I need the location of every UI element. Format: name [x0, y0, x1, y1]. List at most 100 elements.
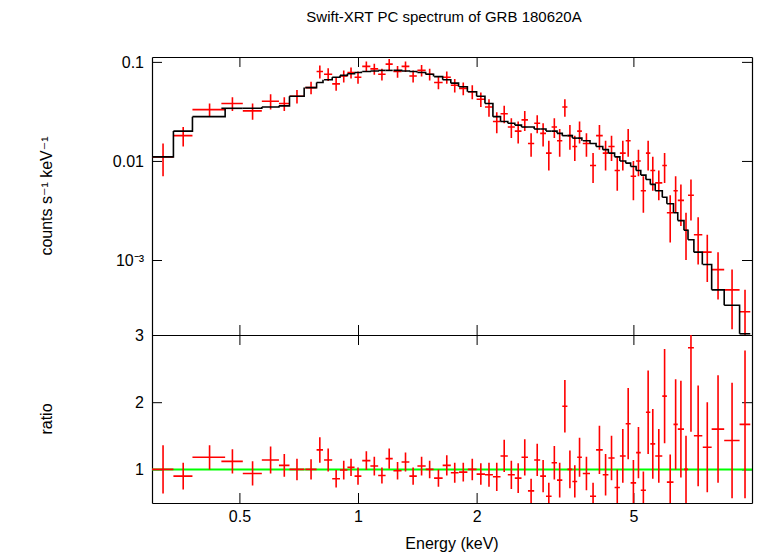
data-point	[173, 463, 192, 490]
data-point	[631, 161, 636, 200]
y-axis-tick: 3	[135, 327, 162, 344]
model-step	[340, 74, 347, 76]
y-axis-title: ratio	[38, 403, 55, 434]
x-axis-tick-mark	[477, 493, 478, 503]
data-point	[347, 459, 354, 476]
x-axis-tick-mark	[239, 493, 240, 503]
data-point	[434, 77, 443, 90]
data-point	[572, 465, 577, 497]
data-point	[694, 217, 702, 264]
model-step	[443, 80, 451, 83]
data-point	[468, 459, 477, 481]
data-point	[243, 104, 262, 120]
model-step	[620, 161, 626, 163]
data-point	[477, 93, 485, 107]
data-point	[546, 483, 552, 503]
y-axis-right	[742, 58, 753, 336]
x-axis-top-line	[153, 57, 753, 58]
model-step	[508, 123, 515, 125]
model-step	[557, 133, 562, 135]
y-axis-tick-mark	[152, 402, 162, 403]
x-axis-tick	[358, 325, 359, 335]
data-point	[221, 97, 242, 111]
y-axis: 0.10.0110⁻³	[113, 53, 162, 335]
model-step	[552, 131, 557, 133]
data-point	[409, 70, 416, 82]
model-step	[577, 138, 582, 141]
data-point	[417, 457, 425, 476]
data-point	[370, 64, 378, 75]
model-step	[615, 157, 620, 161]
model-step	[289, 88, 304, 97]
data-point	[522, 111, 528, 131]
y-axis-right-line	[752, 58, 753, 336]
data-point	[577, 122, 582, 144]
model-step	[626, 163, 631, 166]
model-step	[417, 73, 425, 75]
data-point	[572, 136, 577, 161]
x-axis-top-tick-mark	[239, 335, 240, 345]
model-step	[684, 230, 688, 240]
data-point	[534, 444, 540, 476]
data-point	[596, 125, 603, 150]
data-point	[417, 65, 425, 77]
y-axis-tick-label: 2	[135, 394, 144, 411]
x-axis: 0.5125	[153, 493, 753, 525]
x-axis-top-tick-mark	[358, 57, 359, 67]
model-step	[590, 143, 596, 146]
data-point	[386, 59, 393, 70]
y-axis-right-tick-mark	[742, 335, 752, 336]
data-point	[347, 67, 354, 78]
model-step	[317, 80, 323, 83]
model-step	[740, 333, 751, 335]
y-axis-line	[152, 336, 153, 504]
x-axis-tick: 1	[354, 493, 363, 525]
y-axis-right-tick	[742, 62, 752, 63]
data-point	[724, 270, 739, 330]
x-axis-tick-mark	[633, 325, 634, 335]
data-point	[567, 125, 572, 150]
data-point	[370, 457, 378, 476]
x-axis-title: Energy (keV)	[405, 535, 498, 552]
data-point	[332, 78, 340, 91]
data-point	[650, 157, 655, 191]
model-step	[192, 108, 225, 116]
x-axis-line	[153, 503, 753, 504]
data-point	[434, 469, 443, 486]
data-point	[262, 94, 279, 109]
data-point	[583, 133, 590, 157]
model-step	[641, 175, 646, 179]
data-point	[362, 451, 370, 470]
y-axis: 123	[135, 327, 162, 504]
model-step	[678, 221, 684, 231]
data-point	[324, 449, 332, 472]
y-axis-right-line	[752, 336, 753, 504]
data-point	[557, 129, 562, 157]
data-point	[567, 451, 572, 489]
model-step	[355, 71, 362, 72]
data-point	[590, 483, 596, 503]
x-axis-top-tick	[358, 335, 359, 345]
x-axis-top	[153, 57, 753, 67]
data-point	[615, 157, 620, 191]
x-axis-tick-mark	[358, 493, 359, 503]
data-point	[655, 171, 662, 201]
data-point	[459, 82, 467, 95]
data-point	[608, 436, 614, 480]
y-axis-tick-mark	[152, 161, 162, 162]
data-point	[534, 115, 540, 133]
data-point	[724, 383, 739, 499]
data-point	[426, 461, 434, 478]
y-axis-right-tick-mark	[742, 402, 752, 403]
model-step	[501, 122, 508, 124]
x-axis-tick: 0.5	[229, 493, 251, 525]
model-step	[386, 70, 393, 72]
model-step	[370, 70, 378, 72]
x-axis-top-tick-mark	[633, 57, 634, 67]
model-step	[712, 290, 725, 305]
data-point	[667, 455, 674, 503]
y-axis-right	[742, 336, 753, 504]
data-point	[636, 150, 641, 177]
data-point	[528, 133, 534, 157]
x-axis-top-tick	[239, 335, 240, 345]
